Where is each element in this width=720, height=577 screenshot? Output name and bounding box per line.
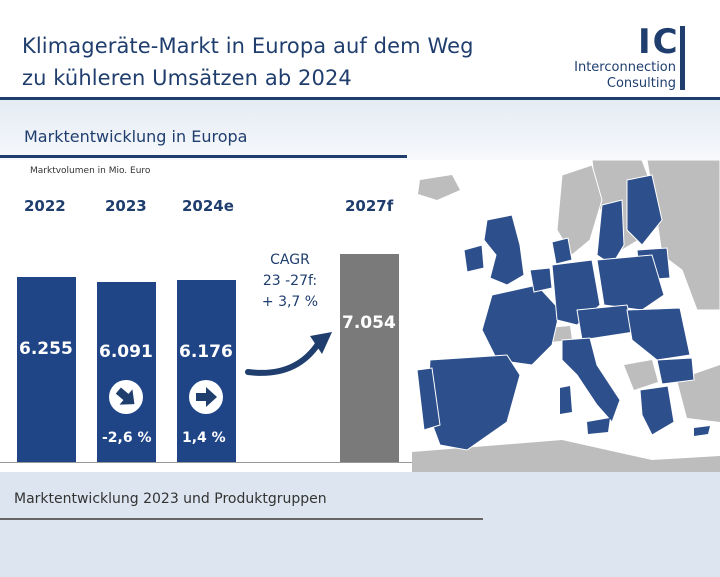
logo-bar: [680, 26, 685, 90]
logo-line-1: Interconnection: [574, 60, 676, 75]
map-eu-spain: [426, 354, 521, 451]
title-line-2: zu kühleren Umsätzen ab 2024: [22, 66, 352, 90]
map-eu-sardinia: [560, 386, 572, 414]
map-eu-poland: [596, 254, 665, 311]
map-eu-hungary-romania: [626, 307, 691, 361]
bar-2022: [17, 277, 76, 462]
section-title-product-groups: Marktentwicklung 2023 und Produktgruppen: [14, 491, 327, 507]
map-eu-sicily: [587, 418, 610, 434]
company-logo: IC Interconnection Consulting: [552, 22, 702, 94]
bar-2024e: [177, 279, 236, 462]
year-label-2022: 2022: [24, 197, 66, 215]
section-band: [0, 100, 720, 160]
map-eu-finland: [626, 174, 663, 246]
map-other-balkans: [624, 360, 658, 390]
map-eu-france: [481, 284, 561, 366]
section-underline: [0, 155, 407, 158]
map-eu-portugal: [416, 367, 441, 431]
year-label-2027f: 2027f: [345, 197, 394, 215]
map-eu-uk: [483, 214, 525, 286]
section-title-market: Marktentwicklung in Europa: [24, 127, 248, 146]
section-underline-2: [0, 518, 483, 520]
cagr-label: CAGR 23 -27f: + 3,7 %: [250, 250, 330, 313]
cagr-line-1: CAGR: [270, 252, 310, 268]
logo-mark: IC: [638, 22, 680, 62]
change-label-2024e: 1,4 %: [182, 430, 226, 446]
year-label-2023: 2023: [105, 197, 147, 215]
cagr-trend-arrow: [245, 332, 332, 376]
value-label-2023: 6.091: [99, 342, 153, 362]
map-eu-ireland: [463, 244, 485, 273]
chart-baseline: [0, 462, 412, 463]
map-eu-greece: [639, 385, 675, 436]
map-eu-benelux: [529, 267, 553, 293]
map-eu-italy: [561, 337, 621, 423]
logo-line-2: Consulting: [606, 76, 676, 91]
page-title: Klimageräte-Markt in Europa auf dem Weg …: [22, 30, 474, 94]
europe-map-graphic: [412, 159, 720, 472]
arrow-right-icon: [189, 380, 223, 414]
map-other-iceland: [418, 175, 460, 200]
value-label-2022: 6.255: [19, 339, 73, 359]
cagr-line-2: 23 -27f:: [262, 273, 318, 289]
header-divider: [0, 97, 720, 100]
year-label-2024e: 2024e: [182, 197, 234, 215]
change-label-2023: -2,6 %: [102, 430, 152, 446]
value-label-2024e: 6.176: [179, 342, 233, 362]
arrow-down-right-icon: [109, 380, 143, 414]
cagr-line-3: + 3,7 %: [261, 294, 319, 310]
value-label-2027f: 7.054: [342, 313, 396, 333]
bar-2023: [97, 282, 156, 462]
bar-2027f: [340, 253, 399, 462]
europe-map: [412, 159, 720, 472]
chart-unit-label: Marktvolumen in Mio. Euro: [30, 166, 151, 176]
map-other-norway: [556, 164, 603, 256]
map-eu-bulgaria: [656, 357, 695, 385]
title-line-1: Klimageräte-Markt in Europa auf dem Weg: [22, 34, 474, 58]
section-band-2: [0, 472, 720, 577]
map-eu-denmark: [551, 237, 573, 265]
map-eu-sweden: [596, 199, 625, 266]
map-eu-czech-austria: [576, 304, 635, 341]
map-eu-cyprus: [694, 426, 710, 436]
map-other-north-africa: [412, 440, 720, 472]
